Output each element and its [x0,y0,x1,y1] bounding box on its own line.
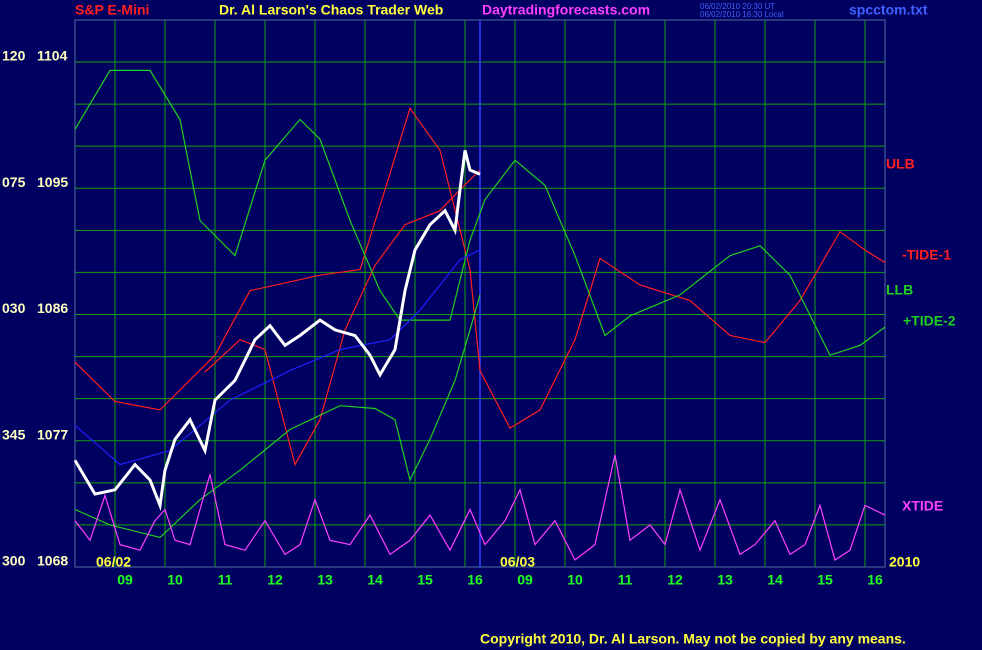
legend-label: +TIDE-2 [903,313,956,329]
x-tick-label: 11 [218,572,233,588]
legend-label: XTIDE [902,498,943,514]
angle-label: 030 [2,300,26,316]
series-line [74,69,886,356]
y-tick-label: 1077 [37,426,68,442]
year-label: 2010 [889,554,920,570]
x-tick-label: 15 [417,572,433,588]
x-tick-label: 12 [667,572,683,588]
symbol: S&P E-Mini [75,2,149,18]
x-tick-label: 16 [867,572,883,588]
legend-label: ULB [886,156,915,172]
series-line [74,454,886,561]
date-label: 06/02 [96,554,131,570]
series-line [74,294,481,539]
x-tick-label: 15 [817,572,833,588]
series-line [204,169,481,467]
x-tick-label: 13 [317,572,333,588]
angle-label: 345 [2,426,26,442]
series-line [74,249,481,466]
x-tick-label: 10 [567,572,583,588]
x-tick-label: 14 [367,572,383,588]
x-tick-label: 10 [167,572,183,588]
x-tick-label: 09 [117,572,133,588]
legend-label: -TIDE-1 [902,247,951,263]
y-tick-label: 1086 [37,300,68,316]
angle-label: 075 [2,174,26,190]
title: Dr. Al Larson's Chaos Trader Web [219,2,443,18]
site: Daytradingforecasts.com [482,2,650,18]
legend-label: LLB [886,282,913,298]
date-label: 06/03 [500,554,535,570]
time-local: 06/02/2010 16:30 Local [700,10,784,19]
copyright: Copyright 2010, Dr. Al Larson. May not b… [480,631,906,647]
x-tick-label: 14 [767,572,783,588]
series-line [73,150,481,512]
angle-label: 120 [2,48,26,64]
x-tick-label: 16 [467,572,483,588]
angle-label: 300 [2,553,26,569]
series-line [74,106,886,429]
x-tick-label: 09 [517,572,533,588]
x-tick-label: 13 [717,572,733,588]
x-tick-label: 12 [267,572,283,588]
y-tick-label: 1095 [37,174,68,190]
x-tick-label: 11 [618,572,633,588]
y-tick-label: 1068 [37,553,68,569]
time-ut: 06/02/2010 20:30 UT [700,2,775,11]
file-name: spcctom.txt [849,2,928,18]
y-tick-label: 1104 [37,48,68,64]
